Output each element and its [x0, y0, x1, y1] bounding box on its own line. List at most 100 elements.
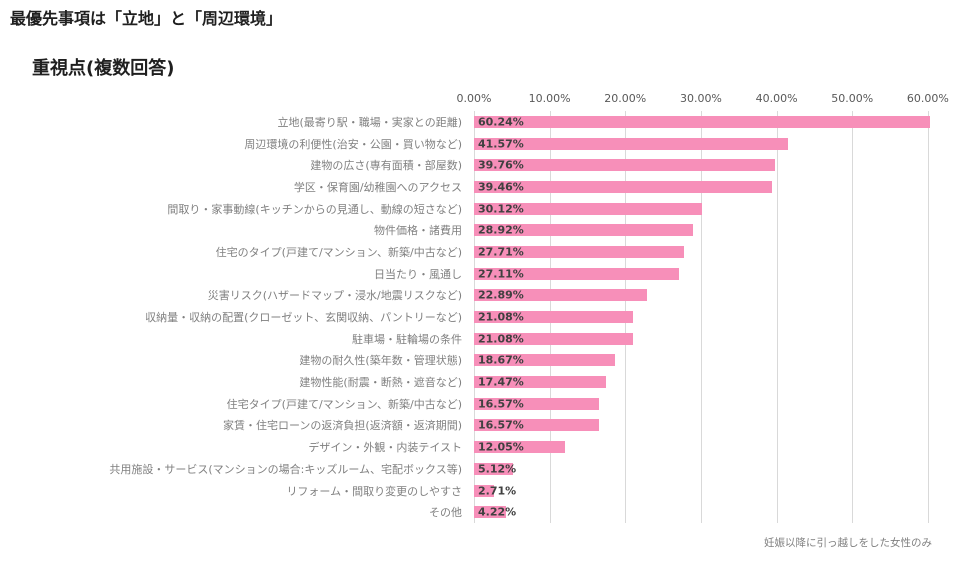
category-label: 学区・保育園/幼稚園へのアクセス	[293, 180, 462, 194]
category-label: 共用施設・サービス(マンションの場合:キッズルーム、宅配ボックス等)	[109, 462, 462, 476]
bar-track: 27.71%	[474, 241, 943, 263]
value-label: 39.46%	[478, 180, 524, 194]
bar	[474, 137, 789, 150]
bar-track: 39.76%	[474, 154, 943, 176]
bar-track: 39.46%	[474, 176, 943, 198]
x-axis-tick-label: 50.00%	[831, 92, 874, 105]
category-label: 家賃・住宅ローンの返済負担(返済額・返済期間)	[222, 419, 462, 433]
category-label: 災害リスク(ハザードマップ・浸水/地震リスクなど)	[207, 289, 462, 303]
bar-track: 18.67%	[474, 350, 943, 372]
bar-rows: 立地(最寄り駅・職場・実家との距離) 60.24% 周辺環境の利便性(治安・公園・買…	[0, 111, 960, 523]
bar-track: 16.57%	[474, 393, 943, 415]
bar-track: 27.11%	[474, 263, 943, 285]
value-label: 12.05%	[478, 440, 524, 454]
x-axis-tick-label: 10.00%	[528, 92, 571, 105]
bar-row: 収納量・収納の配置(クローゼット、玄関収納、パントリーなど) 21.08%	[0, 306, 960, 328]
category-label: 建物の耐久性(築年数・管理状態)	[299, 354, 462, 368]
bar-track: 5.12%	[474, 458, 943, 480]
bar	[474, 202, 702, 215]
bar-row: リフォーム・間取り変更のしやすさ 2.71%	[0, 480, 960, 502]
x-axis-tick-label: 40.00%	[755, 92, 798, 105]
bar-row: 間取り・家事動線(キッチンからの見通し、動線の短さなど) 30.12%	[0, 198, 960, 220]
x-axis-tick-label: 30.00%	[679, 92, 722, 105]
x-axis-tick-label: 60.00%	[906, 92, 949, 105]
category-label: 立地(最寄り駅・職場・実家との距離)	[277, 115, 462, 129]
gridline	[700, 111, 702, 524]
gridline	[927, 111, 929, 524]
value-label: 60.24%	[478, 115, 524, 129]
bar-row: 災害リスク(ハザードマップ・浸水/地震リスクなど) 22.89%	[0, 285, 960, 307]
value-label: 5.12%	[478, 462, 517, 476]
category-label: 物件価格・諸費用	[374, 224, 462, 238]
value-label: 16.57%	[478, 397, 524, 411]
category-label: デザイン・外観・内装テイスト	[308, 441, 462, 455]
gridline	[852, 111, 854, 524]
plot-area: 立地(最寄り駅・職場・実家との距離) 60.24% 周辺環境の利便性(治安・公園・買…	[0, 111, 960, 524]
bar	[474, 332, 634, 345]
value-label: 39.76%	[478, 158, 524, 172]
bar	[474, 224, 693, 237]
bar	[474, 484, 495, 497]
bar-track: 28.92%	[474, 219, 943, 241]
bar	[474, 267, 680, 280]
bar-row: その他 4.22%	[0, 501, 960, 523]
category-label: 住宅のタイプ(戸建て/マンション、新築/中古など)	[215, 245, 462, 259]
bar-row: 共用施設・サービス(マンションの場合:キッズルーム、宅配ボックス等) 5.12%	[0, 458, 960, 480]
value-label: 16.57%	[478, 418, 524, 432]
bar-track: 21.08%	[474, 328, 943, 350]
value-label: 22.89%	[478, 288, 524, 302]
bar-row: 物件価格・諸費用 28.92%	[0, 219, 960, 241]
x-axis-tick-label: 20.00%	[604, 92, 647, 105]
value-label: 41.57%	[478, 137, 524, 151]
value-label: 18.67%	[478, 353, 524, 367]
bar	[474, 289, 648, 302]
bar	[474, 180, 773, 193]
bar	[474, 506, 506, 519]
bar	[474, 441, 566, 454]
category-label: 住宅タイプ(戸建て/マンション、新築/中古など)	[226, 397, 462, 411]
value-label: 4.22%	[478, 505, 517, 519]
bar	[474, 245, 684, 258]
category-label: 建物の広さ(専有面積・部屋数)	[310, 159, 462, 173]
bar	[474, 376, 607, 389]
value-label: 28.92%	[478, 223, 524, 237]
bar-row: 住宅のタイプ(戸建て/マンション、新築/中古など) 27.71%	[0, 241, 960, 263]
bar-row: 住宅タイプ(戸建て/マンション、新築/中古など) 16.57%	[0, 393, 960, 415]
gridline	[776, 111, 778, 524]
bar-track: 12.05%	[474, 436, 943, 458]
category-label: 日当たり・風通し	[374, 267, 462, 281]
bar-row: 建物の耐久性(築年数・管理状態) 18.67%	[0, 350, 960, 372]
bar-row: 周辺環境の利便性(治安・公園・買い物など) 41.57%	[0, 133, 960, 155]
bar	[474, 419, 600, 432]
bar-track: 16.57%	[474, 415, 943, 437]
bar	[474, 115, 930, 128]
value-label: 21.08%	[478, 332, 524, 346]
bar-track: 41.57%	[474, 133, 943, 155]
bar-row: 立地(最寄り駅・職場・実家との距離) 60.24%	[0, 111, 960, 133]
value-label: 27.11%	[478, 267, 524, 281]
category-label: 周辺環境の利便性(治安・公園・買い物など)	[244, 137, 462, 151]
bar-track: 21.08%	[474, 306, 943, 328]
value-label: 27.71%	[478, 245, 524, 259]
value-label: 21.08%	[478, 310, 524, 324]
bar-track: 22.89%	[474, 285, 943, 307]
bar	[474, 159, 775, 172]
value-label: 2.71%	[478, 484, 517, 498]
bar-row: 駐車場・駐輪場の条件 21.08%	[0, 328, 960, 350]
bar-row: 建物性能(耐震・断熱・遮音など) 17.47%	[0, 371, 960, 393]
bar-track: 17.47%	[474, 371, 943, 393]
category-label: 収納量・収納の配置(クローゼット、玄関収納、パントリーなど)	[145, 311, 462, 325]
bar-row: 建物の広さ(専有面積・部屋数) 39.76%	[0, 154, 960, 176]
value-label: 30.12%	[478, 202, 524, 216]
bar-row: 学区・保育園/幼稚園へのアクセス 39.46%	[0, 176, 960, 198]
bar	[474, 311, 634, 324]
bar-track: 2.71%	[474, 480, 943, 502]
bar-row: 日当たり・風通し 27.11%	[0, 263, 960, 285]
bar-row: デザイン・外観・内装テイスト 12.05%	[0, 436, 960, 458]
chart-title: 重視点(複数回答)	[32, 58, 175, 79]
value-label: 17.47%	[478, 375, 524, 389]
category-label: リフォーム・間取り変更のしやすさ	[286, 484, 462, 498]
category-label: 建物性能(耐震・断熱・遮音など)	[299, 376, 462, 390]
bar	[474, 354, 616, 367]
page-title: 最優先事項は「立地」と「周辺環境」	[10, 9, 283, 28]
